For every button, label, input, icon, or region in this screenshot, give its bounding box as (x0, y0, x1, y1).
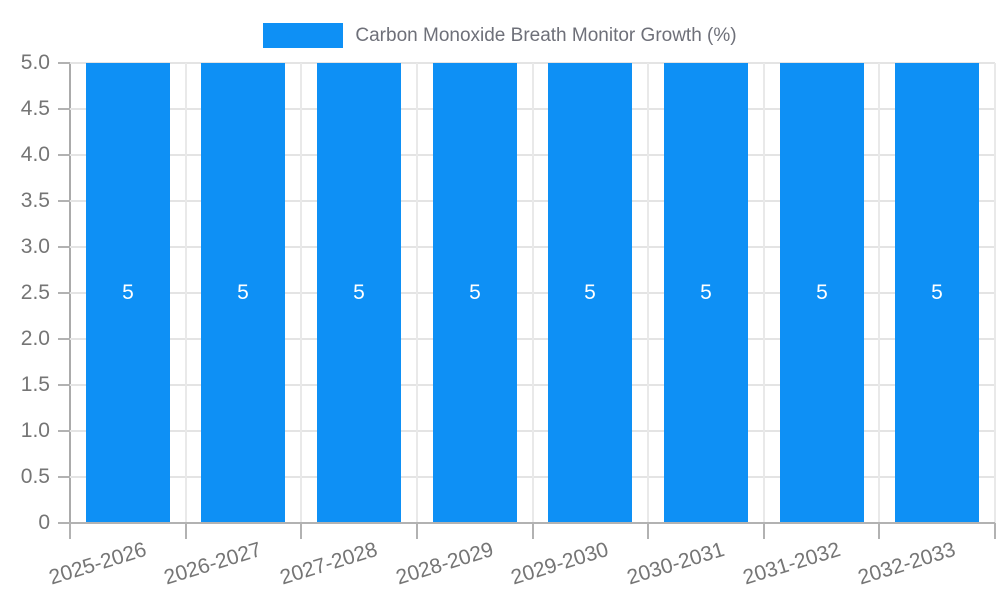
x-axis-tick-label: 2032-2033 (854, 538, 958, 590)
y-axis-tick (58, 476, 70, 478)
x-axis-tick-label: 2026-2027 (160, 538, 264, 590)
y-axis-tick (58, 522, 70, 524)
bar: 5 (433, 63, 517, 523)
gridline-vertical (532, 63, 534, 523)
plot-area: 5 5 5 5 5 5 5 5 (70, 62, 996, 523)
gridline-vertical (994, 63, 996, 523)
x-axis-tick-label: 2031-2032 (739, 538, 843, 590)
bar: 5 (664, 63, 748, 523)
y-axis-tick (58, 292, 70, 294)
x-axis-tick (416, 523, 418, 539)
y-axis-tick-label: 1.0 (20, 419, 50, 442)
gridline-vertical (647, 63, 649, 523)
x-axis-tick-label: 2027-2028 (276, 538, 380, 590)
y-axis-tick (58, 200, 70, 202)
y-axis-tick-label: 0 (38, 511, 50, 534)
y-axis-tick-label: 4.0 (20, 143, 50, 166)
x-axis-tick (878, 523, 880, 539)
y-axis-tick-label: 2.0 (20, 327, 50, 350)
bar-value-label: 5 (353, 281, 365, 304)
x-axis-tick (69, 523, 71, 539)
bar-value-label: 5 (584, 281, 596, 304)
y-axis-tick-label: 3.5 (20, 189, 50, 212)
y-axis-tick-label: 3.0 (20, 235, 50, 258)
x-axis-tick (994, 523, 996, 539)
x-axis-tick (532, 523, 534, 539)
gridline-vertical (300, 63, 302, 523)
x-axis-tick-label: 2025-2026 (45, 538, 149, 590)
gridline-vertical (878, 63, 880, 523)
y-axis-tick-label: 4.5 (20, 97, 50, 120)
bar-value-label: 5 (816, 281, 828, 304)
bar-value-label: 5 (237, 281, 249, 304)
bar: 5 (548, 63, 632, 523)
bar: 5 (780, 63, 864, 523)
x-axis-line (58, 522, 995, 524)
gridline-vertical (185, 63, 187, 523)
bar-value-label: 5 (469, 281, 481, 304)
x-axis-tick-label: 2028-2029 (392, 538, 496, 590)
x-axis-tick (763, 523, 765, 539)
y-axis-tick (58, 430, 70, 432)
legend-item[interactable]: Carbon Monoxide Breath Monitor Growth (%… (263, 23, 737, 48)
bar-value-label: 5 (122, 281, 134, 304)
y-axis-tick-label: 2.5 (20, 281, 50, 304)
y-axis-tick-label: 5.0 (20, 51, 50, 74)
x-axis-tick-label: 2030-2031 (623, 538, 727, 590)
gridline-vertical (763, 63, 765, 523)
x-axis-tick (185, 523, 187, 539)
x-axis-tick (300, 523, 302, 539)
gridline-vertical (416, 63, 418, 523)
bar-value-label: 5 (700, 281, 712, 304)
y-axis-tick (58, 62, 70, 64)
x-axis-tick-label: 2029-2030 (507, 538, 611, 590)
legend: Carbon Monoxide Breath Monitor Growth (%… (0, 23, 1000, 48)
bar: 5 (86, 63, 170, 523)
bar-value-label: 5 (931, 281, 943, 304)
legend-swatch (263, 23, 344, 48)
y-axis-tick (58, 154, 70, 156)
legend-label: Carbon Monoxide Breath Monitor Growth (%… (355, 25, 737, 46)
y-axis-tick-label: 0.5 (20, 465, 50, 488)
bar: 5 (895, 63, 979, 523)
y-axis-tick-label: 1.5 (20, 373, 50, 396)
y-axis-tick (58, 338, 70, 340)
y-axis-tick (58, 384, 70, 386)
y-axis-tick (58, 108, 70, 110)
bar: 5 (201, 63, 285, 523)
x-axis-tick (647, 523, 649, 539)
bar: 5 (317, 63, 401, 523)
y-axis-tick (58, 246, 70, 248)
